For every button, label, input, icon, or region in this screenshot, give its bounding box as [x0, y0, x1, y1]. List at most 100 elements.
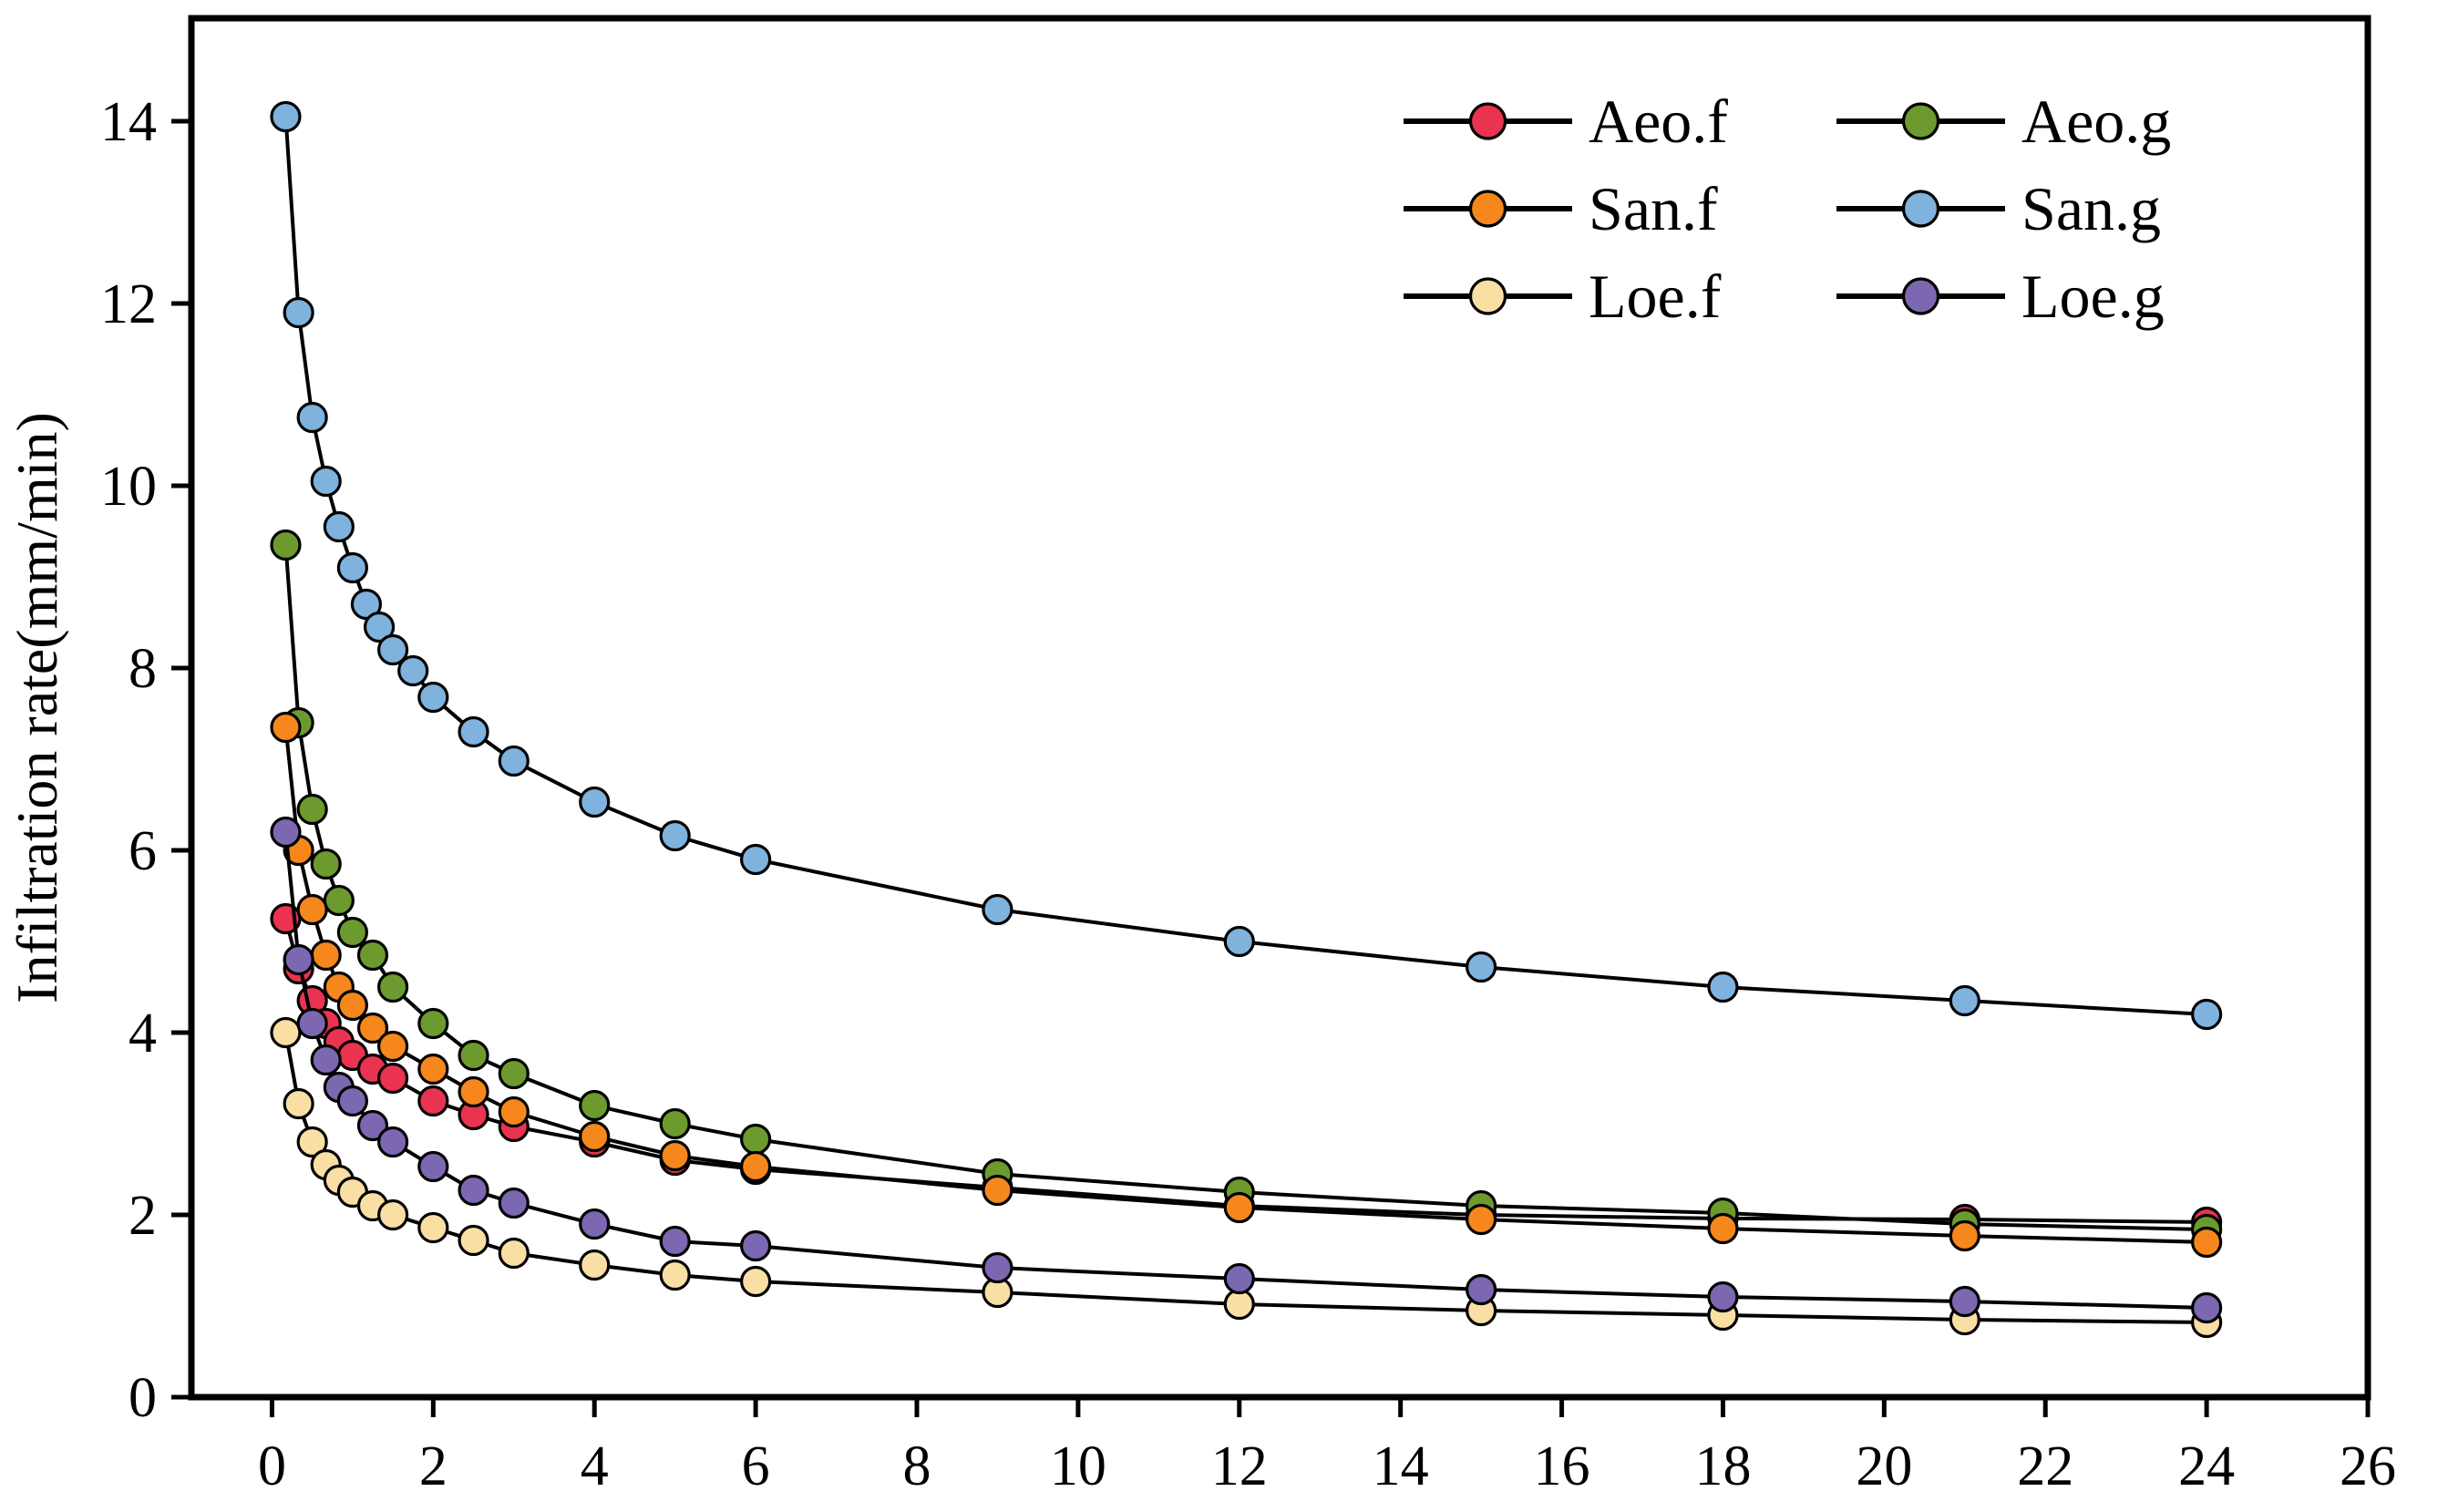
data-point-Loe.g [377, 1126, 409, 1158]
legend-marker-Aeo.f [1468, 102, 1507, 140]
data-point-Loe.g [270, 816, 302, 849]
data-point-Loe.g [356, 1109, 389, 1142]
y-tick-label: 10 [100, 456, 157, 518]
data-point-Loe.g [740, 1229, 772, 1262]
y-tick-label: 14 [100, 91, 157, 153]
x-tick-label: 22 [2017, 1435, 2073, 1497]
data-point-Loe.g [579, 1208, 611, 1240]
data-point-Aeo.f [377, 1062, 409, 1095]
data-point-San.g [336, 551, 368, 584]
data-point-San.g [1223, 925, 1255, 958]
x-tick-label: 6 [742, 1435, 770, 1497]
data-point-San.f [458, 1075, 489, 1108]
data-point-Aeo.g [417, 1007, 449, 1040]
data-point-San.g [270, 100, 302, 133]
data-point-Aeo.g [498, 1057, 530, 1090]
data-point-San.g [2191, 998, 2223, 1031]
data-point-Loe.f [417, 1211, 449, 1244]
legend-marker-Loe.g [1901, 277, 1940, 315]
data-point-Loe.g [336, 1085, 368, 1117]
data-point-Loe.f [377, 1198, 409, 1231]
data-point-San.f [1223, 1191, 1255, 1224]
data-point-San.f [659, 1139, 691, 1172]
data-point-Aeo.g [377, 971, 409, 1003]
data-point-Aeo.g [310, 848, 342, 880]
x-tick-label: 2 [419, 1435, 447, 1497]
y-tick-label: 4 [129, 1003, 157, 1065]
data-point-San.f [356, 1012, 389, 1044]
data-point-San.f [1707, 1212, 1739, 1245]
data-point-San.g [283, 296, 314, 329]
data-point-San.f [2191, 1226, 2223, 1259]
data-point-Loe.g [2191, 1291, 2223, 1324]
data-point-Loe.f [498, 1237, 530, 1270]
x-tick-label: 18 [1694, 1435, 1751, 1497]
data-point-San.g [323, 510, 355, 543]
data-point-San.f [296, 893, 328, 926]
x-tick-label: 12 [1211, 1435, 1268, 1497]
legend-label-San.g: San.g [2021, 174, 2161, 243]
y-tick-label: 8 [129, 638, 157, 700]
legend-marker-San.f [1468, 190, 1507, 228]
data-point-San.f [377, 1030, 409, 1063]
data-point-Loe.g [417, 1150, 449, 1183]
data-point-Loe.g [498, 1187, 530, 1219]
data-point-San.g [659, 819, 691, 852]
data-point-San.g [296, 401, 328, 434]
data-point-Aeo.g [579, 1089, 611, 1122]
y-tick-label: 6 [129, 820, 157, 882]
legend-marker-San.g [1901, 190, 1940, 228]
data-point-Loe.f [458, 1224, 489, 1257]
data-point-Loe.g [1466, 1273, 1497, 1306]
data-point-San.f [740, 1150, 772, 1183]
data-point-San.g [1949, 984, 1980, 1017]
series-line-San.g [283, 116, 2207, 1016]
data-point-Aeo.g [458, 1039, 489, 1072]
data-point-San.g [982, 893, 1013, 926]
plot-border [188, 15, 2371, 1401]
data-point-Loe.f [270, 1016, 302, 1049]
y-tick-label: 2 [129, 1185, 157, 1247]
data-point-San.f [417, 1053, 449, 1085]
data-point-San.f [982, 1174, 1013, 1207]
data-point-Loe.g [1707, 1281, 1739, 1313]
data-point-Aeo.g [740, 1123, 772, 1156]
data-point-Aeo.g [659, 1107, 691, 1140]
data-point-San.g [458, 715, 489, 748]
data-point-Loe.f [296, 1126, 328, 1158]
x-tick-label: 20 [1856, 1435, 1912, 1497]
x-tick-label: 14 [1373, 1435, 1429, 1497]
y-tick-label: 0 [129, 1367, 157, 1429]
y-tick-label: 12 [100, 273, 157, 335]
data-point-San.g [579, 786, 611, 818]
data-point-San.f [579, 1120, 611, 1153]
data-point-San.g [740, 843, 772, 876]
data-point-Loe.f [579, 1249, 611, 1281]
data-point-Loe.g [458, 1174, 489, 1207]
data-point-Loe.f [1223, 1288, 1255, 1321]
data-point-San.g [310, 465, 342, 498]
data-point-San.g [377, 633, 409, 666]
legend-label-Loe.g: Loe.g [2021, 262, 2165, 331]
data-point-Aeo.g [336, 916, 368, 949]
data-point-Aeo.g [296, 793, 328, 826]
data-point-Aeo.f [417, 1085, 449, 1117]
data-point-Loe.f [740, 1265, 772, 1298]
x-tick-label: 16 [1534, 1435, 1590, 1497]
x-tick-label: 0 [258, 1435, 286, 1497]
data-point-San.g [417, 681, 449, 714]
data-point-Loe.g [283, 943, 314, 976]
data-point-Aeo.g [270, 529, 302, 561]
legend-marker-Loe.f [1468, 277, 1507, 315]
data-point-San.f [1949, 1219, 1980, 1252]
data-point-San.f [498, 1095, 530, 1128]
data-point-Loe.f [283, 1087, 314, 1120]
x-tick-label: 24 [2178, 1435, 2235, 1497]
data-point-Loe.g [1223, 1262, 1255, 1295]
x-tick-label: 8 [903, 1435, 931, 1497]
data-point-San.g [498, 745, 530, 777]
data-point-Loe.g [1949, 1285, 1980, 1318]
